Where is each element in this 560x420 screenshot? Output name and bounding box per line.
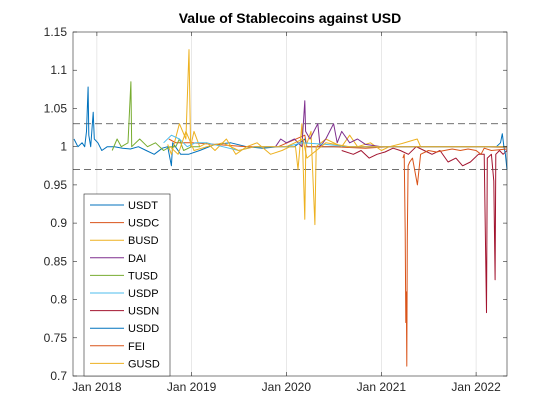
x-tick-label: Jan 2018 bbox=[72, 380, 122, 394]
y-tick-label: 1.1 bbox=[50, 63, 67, 77]
legend-label: FEI bbox=[128, 341, 145, 353]
x-tick-label: Jan 2022 bbox=[451, 380, 501, 394]
legend-label: USDD bbox=[128, 323, 159, 335]
y-tick-label: 0.8 bbox=[50, 293, 67, 307]
series-layer bbox=[73, 49, 508, 367]
legend-label: USDT bbox=[128, 200, 158, 212]
y-tick-label: 0.85 bbox=[44, 254, 68, 268]
y-tick-label: 1 bbox=[60, 140, 67, 154]
legend-label: DAI bbox=[128, 253, 146, 265]
plot-frame bbox=[72, 31, 508, 377]
legend-label: USDP bbox=[128, 288, 159, 300]
series-line-usdn bbox=[341, 146, 508, 314]
legend-label: USDN bbox=[128, 306, 159, 318]
legend-label: BUSD bbox=[128, 235, 159, 247]
x-tick-label: Jan 2019 bbox=[167, 380, 217, 394]
series-line-usdd bbox=[496, 133, 508, 170]
series-line-busd bbox=[167, 49, 507, 226]
y-tick-label: 1.15 bbox=[44, 25, 68, 39]
tick-layer: Jan 2018 Jan 2019 Jan 2020 Jan 2021 Jan 2022… bbox=[44, 25, 507, 394]
x-tick-label: Jan 2021 bbox=[357, 380, 407, 394]
series-line-fei bbox=[402, 147, 508, 367]
legend-label: USDC bbox=[128, 218, 159, 230]
series-line-usdp bbox=[163, 134, 507, 151]
y-tick-label: 0.7 bbox=[50, 369, 67, 383]
x-tick-label: Jan 2020 bbox=[262, 380, 312, 394]
legend-label: GUSD bbox=[128, 358, 160, 370]
legend-label: TUSD bbox=[128, 270, 158, 282]
y-tick-label: 0.95 bbox=[44, 178, 68, 192]
legend: USDT USDC BUSD DAI TUSD USDP USDN USDD FEI GUSD bbox=[83, 193, 171, 377]
reference-lines bbox=[73, 123, 507, 171]
y-tick-label: 1.05 bbox=[44, 101, 68, 115]
chart-title: Value of Stablecoins against USD bbox=[179, 10, 402, 26]
y-tick-label: 0.75 bbox=[44, 331, 68, 345]
y-tick-label: 0.9 bbox=[50, 216, 67, 230]
series-line-gusd bbox=[169, 130, 507, 159]
